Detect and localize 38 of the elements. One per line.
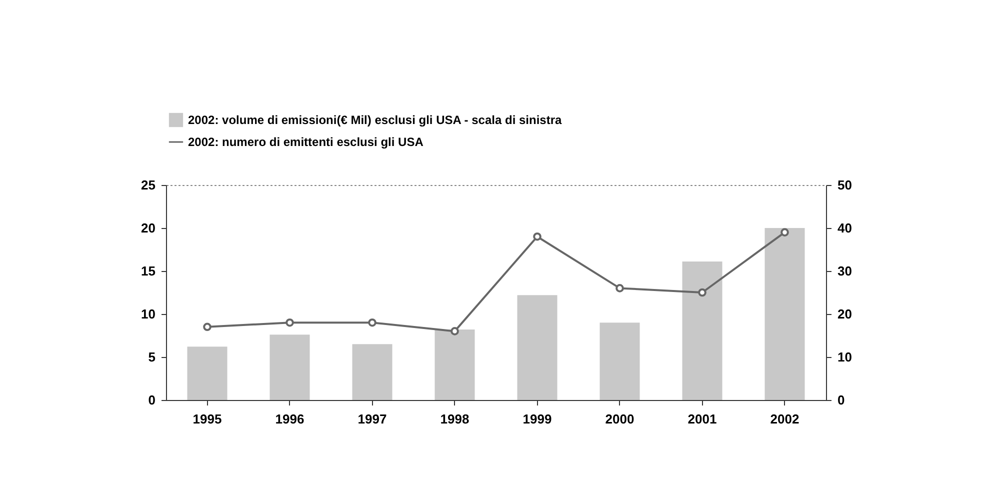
x-tick-label: 1999 — [522, 412, 552, 426]
y-tick-label: 25 — [141, 178, 156, 192]
y-tick-label: 10 — [141, 306, 156, 322]
bar — [352, 344, 392, 400]
y-tick-label: 15 — [141, 264, 156, 278]
point — [286, 318, 294, 327]
x-tick-label: 1998 — [440, 412, 470, 426]
x-tick-label: 1995 — [192, 412, 222, 426]
y-tick-label: 5 — [148, 350, 156, 364]
point — [780, 228, 789, 236]
y2-tick-label: 0 — [838, 392, 845, 408]
y2-tick-label: 20 — [838, 306, 852, 322]
y-tick-label: 20 — [141, 220, 156, 236]
y2-tick-label: 30 — [838, 264, 852, 278]
x-tick-label: 2002 — [770, 412, 800, 426]
point — [203, 322, 212, 332]
point — [533, 232, 542, 241]
point — [698, 288, 706, 297]
bar — [270, 334, 310, 400]
bar — [187, 346, 228, 400]
x-tick-label: 2000 — [605, 412, 634, 426]
y2-tick-label: 40 — [838, 220, 852, 236]
legend-label: 2002: volume di emissioni(€ Mil) esclusi gli USA - scala di sinistra — [188, 113, 562, 127]
y2-tick-label: 10 — [838, 350, 852, 364]
bar — [600, 322, 640, 400]
bar — [682, 262, 722, 400]
bar — [434, 329, 475, 400]
point — [368, 318, 376, 327]
y-tick-label: 0 — [148, 392, 156, 408]
point — [450, 327, 459, 336]
x-tick-label: 1997 — [358, 412, 387, 426]
bar — [517, 295, 558, 400]
y2-tick-label: 50 — [838, 178, 852, 192]
bar — [764, 228, 805, 400]
x-tick-label: 1996 — [275, 412, 304, 426]
point — [616, 284, 624, 292]
x-tick-label: 2001 — [688, 412, 717, 426]
legend-label: 2002: numero di emittenti esclusi gli USA — [188, 135, 424, 149]
